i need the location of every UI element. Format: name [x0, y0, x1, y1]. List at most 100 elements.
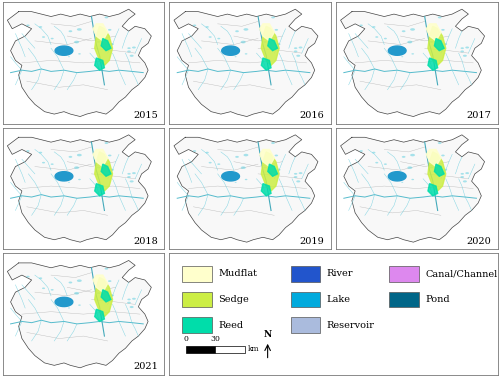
Polygon shape	[230, 179, 233, 181]
Polygon shape	[96, 167, 100, 169]
Polygon shape	[101, 290, 111, 302]
Polygon shape	[463, 180, 467, 182]
Polygon shape	[460, 173, 464, 175]
Polygon shape	[96, 41, 100, 43]
Polygon shape	[74, 41, 79, 43]
Polygon shape	[132, 172, 136, 174]
Polygon shape	[64, 305, 66, 306]
Polygon shape	[408, 166, 412, 169]
Polygon shape	[102, 34, 107, 37]
Polygon shape	[193, 25, 196, 26]
Polygon shape	[428, 152, 446, 191]
Polygon shape	[463, 55, 467, 57]
Polygon shape	[8, 261, 152, 368]
Polygon shape	[77, 279, 82, 282]
Polygon shape	[94, 26, 112, 65]
Polygon shape	[93, 275, 108, 292]
Polygon shape	[260, 149, 274, 167]
Polygon shape	[128, 299, 131, 300]
Polygon shape	[434, 38, 444, 51]
Polygon shape	[240, 166, 246, 169]
Polygon shape	[402, 182, 404, 183]
Polygon shape	[375, 162, 378, 164]
Polygon shape	[408, 41, 412, 43]
Polygon shape	[230, 54, 233, 55]
Polygon shape	[39, 152, 42, 153]
Polygon shape	[430, 41, 434, 43]
Polygon shape	[340, 9, 484, 116]
Polygon shape	[64, 179, 66, 181]
Polygon shape	[296, 180, 300, 182]
Text: 2021: 2021	[133, 362, 158, 371]
Text: 2020: 2020	[466, 237, 491, 246]
Bar	[290, 291, 320, 307]
Polygon shape	[68, 30, 72, 32]
Polygon shape	[269, 34, 274, 37]
Polygon shape	[441, 155, 444, 156]
Polygon shape	[466, 172, 469, 174]
Text: 2019: 2019	[300, 237, 324, 246]
Polygon shape	[360, 150, 363, 152]
Polygon shape	[128, 47, 131, 49]
Polygon shape	[94, 309, 104, 322]
Polygon shape	[8, 135, 152, 242]
Polygon shape	[74, 292, 79, 295]
Polygon shape	[208, 162, 212, 164]
Polygon shape	[245, 53, 248, 55]
Polygon shape	[443, 169, 447, 171]
Text: Reed: Reed	[218, 320, 244, 329]
Polygon shape	[460, 176, 464, 178]
Polygon shape	[8, 9, 152, 116]
Polygon shape	[110, 43, 114, 45]
Polygon shape	[294, 51, 298, 52]
Polygon shape	[298, 172, 302, 174]
Polygon shape	[260, 24, 274, 41]
Polygon shape	[402, 56, 404, 57]
Bar	[389, 266, 418, 282]
Polygon shape	[101, 38, 111, 51]
Polygon shape	[388, 172, 406, 181]
Polygon shape	[360, 25, 363, 26]
Polygon shape	[78, 179, 81, 180]
Text: River: River	[326, 270, 353, 278]
Polygon shape	[78, 53, 81, 55]
Polygon shape	[264, 41, 267, 43]
Polygon shape	[93, 24, 108, 41]
Polygon shape	[296, 55, 300, 57]
Polygon shape	[127, 302, 131, 303]
Polygon shape	[426, 149, 441, 167]
Text: 2015: 2015	[133, 111, 158, 120]
Polygon shape	[42, 287, 45, 289]
Polygon shape	[208, 36, 212, 38]
Polygon shape	[426, 24, 441, 41]
Polygon shape	[271, 16, 275, 18]
Polygon shape	[127, 176, 131, 178]
Text: 30: 30	[210, 335, 220, 343]
Polygon shape	[436, 160, 440, 162]
Polygon shape	[268, 38, 278, 51]
Text: Canal/Channel: Canal/Channel	[426, 270, 498, 278]
Polygon shape	[104, 268, 108, 270]
Polygon shape	[262, 26, 279, 65]
Polygon shape	[235, 156, 239, 158]
Polygon shape	[94, 58, 104, 70]
Text: 2016: 2016	[300, 111, 324, 120]
Polygon shape	[96, 292, 100, 294]
Polygon shape	[104, 290, 108, 293]
Polygon shape	[26, 276, 30, 277]
Polygon shape	[104, 164, 108, 167]
Polygon shape	[94, 152, 112, 191]
Bar	[182, 317, 212, 333]
Polygon shape	[271, 142, 275, 144]
Polygon shape	[434, 164, 444, 176]
Polygon shape	[397, 179, 400, 181]
Polygon shape	[428, 26, 446, 65]
Polygon shape	[436, 39, 442, 41]
Polygon shape	[68, 156, 72, 158]
Text: 0: 0	[183, 335, 188, 343]
Polygon shape	[222, 46, 240, 55]
Polygon shape	[55, 297, 73, 307]
Polygon shape	[130, 306, 134, 308]
Polygon shape	[412, 179, 414, 180]
Polygon shape	[110, 169, 114, 171]
